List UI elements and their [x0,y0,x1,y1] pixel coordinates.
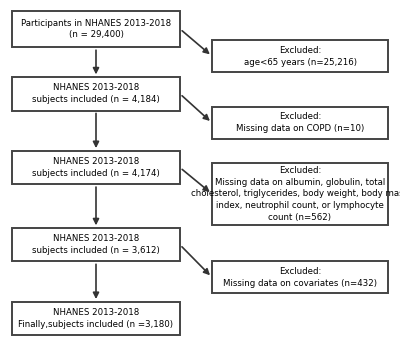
Text: NHANES 2013-2018
subjects included (n = 3,612): NHANES 2013-2018 subjects included (n = … [32,234,160,255]
Text: NHANES 2013-2018
Finally,subjects included (n =3,180): NHANES 2013-2018 Finally,subjects includ… [18,308,174,329]
FancyBboxPatch shape [212,107,388,139]
Text: Excluded:
Missing data on covariates (n=432): Excluded: Missing data on covariates (n=… [223,267,377,288]
Text: Excluded:
Missing data on COPD (n=10): Excluded: Missing data on COPD (n=10) [236,112,364,133]
FancyBboxPatch shape [212,40,388,72]
FancyBboxPatch shape [212,261,388,293]
Text: NHANES 2013-2018
subjects included (n = 4,184): NHANES 2013-2018 subjects included (n = … [32,84,160,104]
FancyBboxPatch shape [12,151,180,184]
Text: Excluded:
age<65 years (n=25,216): Excluded: age<65 years (n=25,216) [244,46,356,67]
FancyBboxPatch shape [12,11,180,47]
FancyBboxPatch shape [212,163,388,225]
Text: Participants in NHANES 2013-2018
(n = 29,400): Participants in NHANES 2013-2018 (n = 29… [21,19,171,39]
Text: NHANES 2013-2018
subjects included (n = 4,174): NHANES 2013-2018 subjects included (n = … [32,157,160,178]
FancyBboxPatch shape [12,302,180,335]
Text: Excluded:
Missing data on albumin, globulin, total
cholesterol, triglycerides, b: Excluded: Missing data on albumin, globu… [192,166,400,222]
FancyBboxPatch shape [12,228,180,261]
FancyBboxPatch shape [12,77,180,111]
